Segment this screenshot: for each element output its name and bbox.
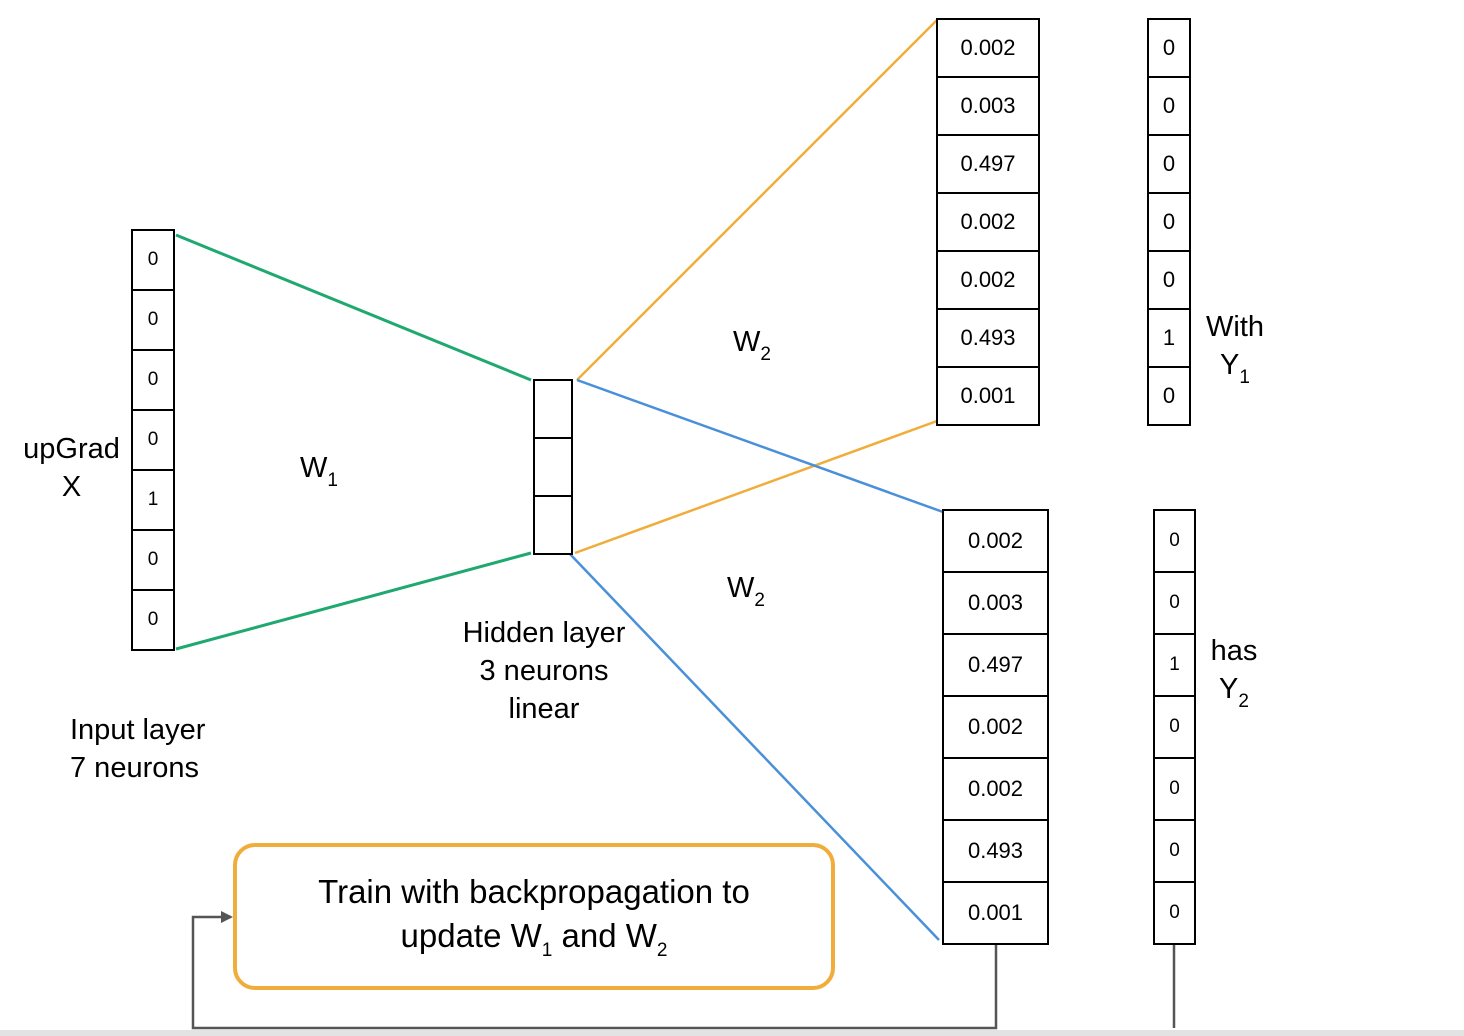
w2-bottom-lower-connection (568, 552, 940, 941)
target-top-cell: 0 (1147, 250, 1191, 310)
output-bottom-cell: 0.001 (942, 881, 1049, 945)
hidden-neuron-cell (533, 437, 573, 497)
target-bottom-cell: 0 (1153, 571, 1196, 635)
input-neuron-cell: 0 (131, 409, 175, 471)
target-top-cell: 0 (1147, 18, 1191, 78)
bottom-scroll-edge (0, 1030, 1464, 1036)
w2-top-label: W2 (733, 326, 771, 365)
w2-top-lower-connection (574, 419, 938, 555)
target-bottom-cell: 0 (1153, 881, 1196, 945)
target-bottom-cell: 0 (1153, 509, 1196, 573)
output-top-cell: 0.002 (936, 250, 1040, 310)
output-bottom-cell: 0.493 (942, 819, 1049, 883)
target-top-label: With Y1 (1206, 311, 1264, 388)
output-top-cell: 0.003 (936, 76, 1040, 136)
feedback-line (191, 911, 998, 1030)
hidden-neuron-cell (533, 495, 573, 555)
output-bottom-cell: 0.002 (942, 509, 1049, 573)
w1-label: W1 (300, 452, 338, 491)
input-name-label: upGrad X (23, 433, 120, 503)
output-top-cell: 0.002 (936, 18, 1040, 78)
w1-bottom-connection (175, 551, 532, 651)
target-bottom-cell: 0 (1153, 819, 1196, 883)
train-backprop-box: Train with backpropagation to update W1 … (233, 843, 835, 990)
output-bottom-cell: 0.002 (942, 695, 1049, 759)
train-box-line2: update W1 and W2 (400, 916, 668, 961)
input-neuron-cell: 1 (131, 469, 175, 531)
target-bottom-cell: 0 (1153, 695, 1196, 759)
output-bottom-cell: 0.497 (942, 633, 1049, 697)
w1-top-connection (175, 233, 532, 382)
input-layer-caption: Input layer 7 neurons (70, 714, 206, 784)
input-neuron-cell: 0 (131, 349, 175, 411)
target-top-cell: 0 (1147, 134, 1191, 194)
target-bottom-cell: 0 (1153, 757, 1196, 821)
output-top-cell: 0.001 (936, 366, 1040, 426)
output-bottom-cell: 0.003 (942, 571, 1049, 635)
target-top-cell: 0 (1147, 192, 1191, 252)
input-neuron-cell: 0 (131, 289, 175, 351)
input-neuron-cell: 0 (131, 529, 175, 591)
output-top-cell: 0.497 (936, 134, 1040, 194)
w2-top-upper-connection (576, 19, 938, 381)
w2-bottom-label: W2 (727, 572, 765, 611)
output-top-cell: 0.002 (936, 192, 1040, 252)
target-top-cell: 0 (1147, 76, 1191, 136)
target-top-cell: 1 (1147, 308, 1191, 368)
w2-bottom-upper-connection (576, 378, 944, 514)
target-top-cell: 0 (1147, 366, 1191, 426)
output-top-cell: 0.493 (936, 308, 1040, 368)
train-box-line1: Train with backpropagation to (318, 872, 750, 910)
hidden-layer-caption: Hidden layer 3 neurons linear (462, 617, 626, 725)
hidden-neuron-cell (533, 379, 573, 439)
input-neuron-cell: 0 (131, 589, 175, 651)
target-bottom-cell: 1 (1153, 633, 1196, 697)
output-bottom-cell: 0.002 (942, 757, 1049, 821)
input-neuron-cell: 0 (131, 229, 175, 291)
target-bottom-label: has Y2 (1210, 635, 1258, 712)
